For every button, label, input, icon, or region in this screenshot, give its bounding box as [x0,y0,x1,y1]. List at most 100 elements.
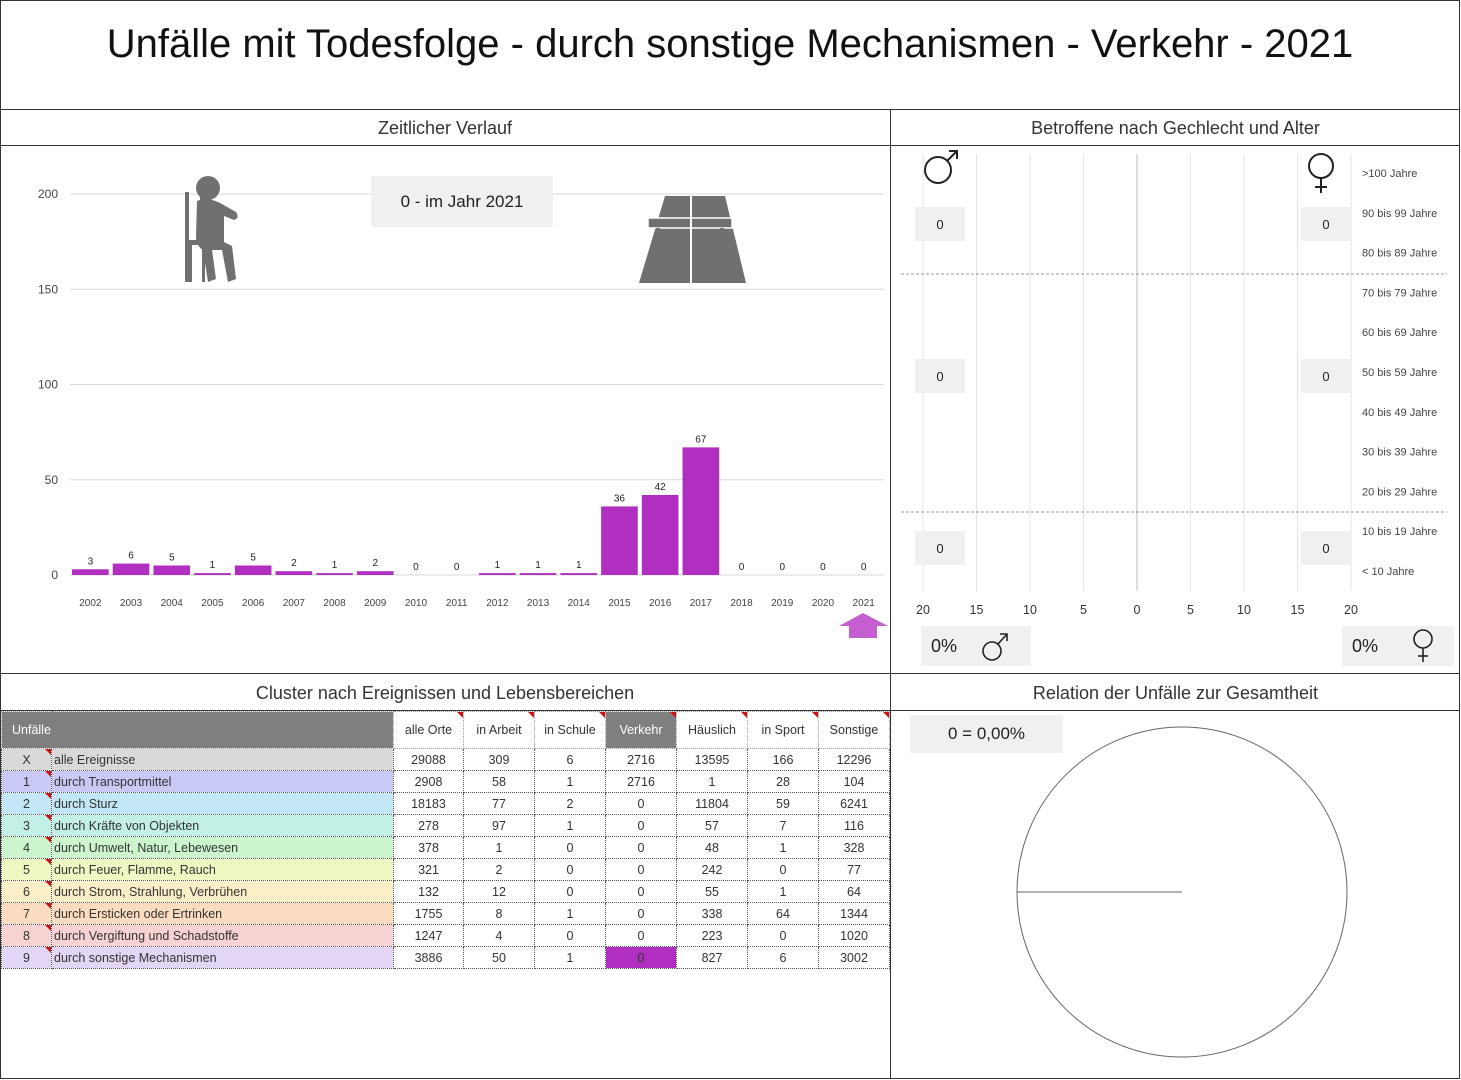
column-header[interactable]: alle Orte [393,711,464,749]
x-tick-label: 2012 [486,598,509,609]
table-row[interactable]: 5 durch Feuer, Flamme, Rauch 321 2 0 0 242 0 77 [1,858,890,881]
row-id-cell[interactable]: 6 [1,880,52,903]
table-cell: 827 [676,946,748,969]
row-label-cell[interactable]: durch Ersticken oder Ertrinken [51,902,394,925]
table-cell: 12296 [818,748,890,771]
table-cell: 29088 [393,748,464,771]
table-row[interactable]: 7 durch Ersticken oder Ertrinken 1755 8 1 0 33… [1,902,890,925]
column-header[interactable]: in Arbeit [463,711,535,749]
table-cell: 2716 [605,748,677,771]
table-cell: 48 [676,836,748,859]
table-cell: 0 [534,924,606,947]
age-group-label: >100 Jahre [1362,168,1417,180]
table-cell: 2 [463,858,535,881]
table-cell: 77 [818,858,890,881]
y-tick-label: 200 [38,187,58,201]
column-header[interactable]: Sonstige [818,711,890,749]
row-id-cell[interactable]: X [1,748,52,771]
table-cell: 97 [463,814,535,837]
row-label-cell[interactable]: durch Feuer, Flamme, Rauch [51,858,394,881]
row-label-cell[interactable]: alle Ereignisse [51,748,394,771]
row-id-cell[interactable]: 2 [1,792,52,815]
row-label-cell[interactable]: durch Vergiftung und Schadstoffe [51,924,394,947]
table-cell: 64 [818,880,890,903]
row-id-cell[interactable]: 7 [1,902,52,925]
male-percent: 0% [931,635,958,656]
bar-value-label: 1 [576,560,582,571]
bar-2009[interactable] [356,571,394,575]
column-header[interactable]: in Sport [747,711,819,749]
table-cell: 8 [463,902,535,925]
table-row[interactable]: 1 durch Transportmittel 2908 58 1 2716 1 28 104 [1,770,890,793]
pyramid-axis-label: 5 [1080,603,1087,617]
bar-2016[interactable] [641,494,679,575]
row-label-cell[interactable]: durch Kräfte von Objekten [51,814,394,837]
x-tick-label: 2017 [690,598,713,609]
table-cell: 1247 [393,924,464,947]
row-id-cell[interactable]: 9 [1,946,52,969]
table-cell: 1 [463,836,535,859]
table-cell: 1 [747,836,819,859]
table-cell: 6 [534,748,606,771]
column-header[interactable]: Verkehr [605,711,677,749]
row-label-cell[interactable]: durch sonstige Mechanismen [51,946,394,969]
row-label-cell[interactable]: durch Strom, Strahlung, Verbrühen [51,880,394,903]
table-row[interactable]: 4 durch Umwelt, Natur, Lebewesen 378 1 0 0 48 1… [1,836,890,859]
pyramid-axis-label: 15 [1291,603,1305,617]
row-label-cell[interactable]: durch Sturz [51,792,394,815]
divider [0,673,1460,674]
bar-value-label: 2 [372,558,378,569]
row-id-cell[interactable]: 5 [1,858,52,881]
table-row[interactable]: 6 durch Strom, Strahlung, Verbrühen 132 12 0… [1,880,890,903]
bar-2002[interactable] [72,569,109,575]
bar-2007[interactable] [275,571,313,575]
table-cell: 0 [534,836,606,859]
pyramid-axis-label: 5 [1187,603,1194,617]
table-row[interactable]: 2 durch Sturz 18183 77 2 0 11804 59 6241 [1,792,890,815]
bar-2017[interactable] [682,447,720,575]
table-row[interactable]: 8 durch Vergiftung und Schadstoffe 1247 4 0 0… [1,924,890,947]
x-tick-label: 2010 [405,598,428,609]
row-id-cell[interactable]: 3 [1,814,52,837]
bar-value-label: 1 [210,560,216,571]
column-header[interactable]: in Schule [534,711,606,749]
table-cell: 0 [605,880,677,903]
arrow-up-icon[interactable] [839,613,888,638]
row-label-cell[interactable]: durch Transportmittel [51,770,394,793]
bar-2013[interactable] [519,573,557,575]
table-cell: 3886 [393,946,464,969]
bar-value-label: 1 [332,560,338,571]
table-cell: 321 [393,858,464,881]
bar-2015[interactable] [601,506,638,575]
bar-2005[interactable] [194,573,231,575]
male-symbol-icon [924,150,958,184]
table-cell: 0 [605,946,677,969]
table-cell: 166 [747,748,819,771]
row-label-cell[interactable]: durch Umwelt, Natur, Lebewesen [51,836,394,859]
bar-2003[interactable] [112,563,150,575]
x-tick-label: 2003 [120,598,143,609]
bar-value-label: 5 [250,552,256,563]
column-header[interactable]: Häuslich [676,711,748,749]
row-id-cell[interactable]: 8 [1,924,52,947]
table-cell: 4 [463,924,535,947]
bar-2012[interactable] [479,573,516,575]
bar-2004[interactable] [153,565,191,575]
bar-2014[interactable] [560,573,598,575]
table-cell: 1 [534,770,606,793]
bar-2008[interactable] [316,573,353,575]
female-count-box: 0 [1301,359,1351,393]
female-percent-box: 0% [1342,626,1454,666]
relation-pie-chart [1016,726,1348,1058]
female-count-box: 0 [1301,531,1351,565]
bar-value-label: 6 [128,551,134,562]
bar-value-label: 0 [739,562,745,573]
row-id-cell[interactable]: 4 [1,836,52,859]
table-row[interactable]: 9 durch sonstige Mechanismen 3886 50 1 0 827 6 3… [1,946,890,969]
table-row[interactable]: 3 durch Kräfte von Objekten 278 97 1 0 57 7 116 [1,814,890,837]
table-cell: 0 [605,902,677,925]
row-id-cell[interactable]: 1 [1,770,52,793]
pyramid-axis-label: 20 [1344,603,1358,617]
bar-2006[interactable] [234,565,272,575]
